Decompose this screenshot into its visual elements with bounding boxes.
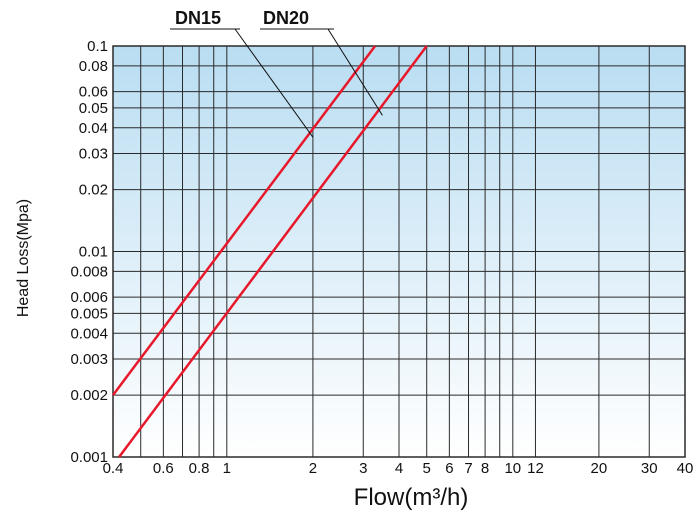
y-tick-label: 0.008 <box>70 263 108 280</box>
plot-frame <box>112 45 686 458</box>
y-axis-label: Head Loss(Mpa) <box>15 199 32 317</box>
x-tick-labels: 0.4 0.6 0.8 1 2 3 4 5 6 7 8 10 12 20 30 40 <box>103 460 694 477</box>
x-tick-label: 20 <box>591 460 608 477</box>
x-tick-label: 4 <box>395 460 403 477</box>
y-tick-label: 0.02 <box>79 182 108 199</box>
x-axis-label: Flow(m³/h) <box>354 484 469 511</box>
y-tick-label: 0.005 <box>70 305 108 322</box>
x-tick-label: 10 <box>504 460 521 477</box>
x-tick-label: 0.8 <box>189 460 210 477</box>
series-labels: DN15 DN20 <box>170 8 383 138</box>
y-tick-label: 0.06 <box>79 84 108 101</box>
label-leader-line <box>234 28 314 138</box>
x-tick-label: 2 <box>309 460 317 477</box>
y-tick-label: 0.01 <box>79 244 108 261</box>
series-label-dn20: DN20 <box>263 8 309 28</box>
x-tick-label: 6 <box>445 460 453 477</box>
series-line-dn15 <box>112 45 377 396</box>
x-tick-label: 5 <box>423 460 431 477</box>
y-tick-label: 0.08 <box>79 58 108 75</box>
y-tick-label: 0.001 <box>70 449 108 466</box>
y-tick-label: 0.006 <box>70 289 108 306</box>
y-tick-label: 0.04 <box>79 120 108 137</box>
y-tick-label: 0.004 <box>70 325 108 342</box>
x-tick-label: 8 <box>481 460 489 477</box>
grid <box>112 45 686 458</box>
x-tick-label: 12 <box>527 460 544 477</box>
label-leader-line <box>327 28 383 116</box>
y-tick-label: 0.003 <box>70 351 108 368</box>
y-tick-label: 0.002 <box>70 387 108 404</box>
x-tick-label: 0.6 <box>153 460 174 477</box>
x-tick-label: 7 <box>464 460 472 477</box>
x-tick-label: 1 <box>223 460 231 477</box>
y-tick-label: 0.05 <box>79 100 108 117</box>
y-tick-label: 0.03 <box>79 145 108 162</box>
x-tick-label: 0.4 <box>103 460 124 477</box>
series-line-dn20 <box>118 45 428 458</box>
series-lines <box>112 45 428 458</box>
x-tick-label: 40 <box>677 460 694 477</box>
y-tick-label: 0.1 <box>87 38 108 55</box>
x-tick-label: 30 <box>641 460 658 477</box>
series-label-dn15: DN15 <box>175 8 221 28</box>
x-tick-label: 3 <box>359 460 367 477</box>
